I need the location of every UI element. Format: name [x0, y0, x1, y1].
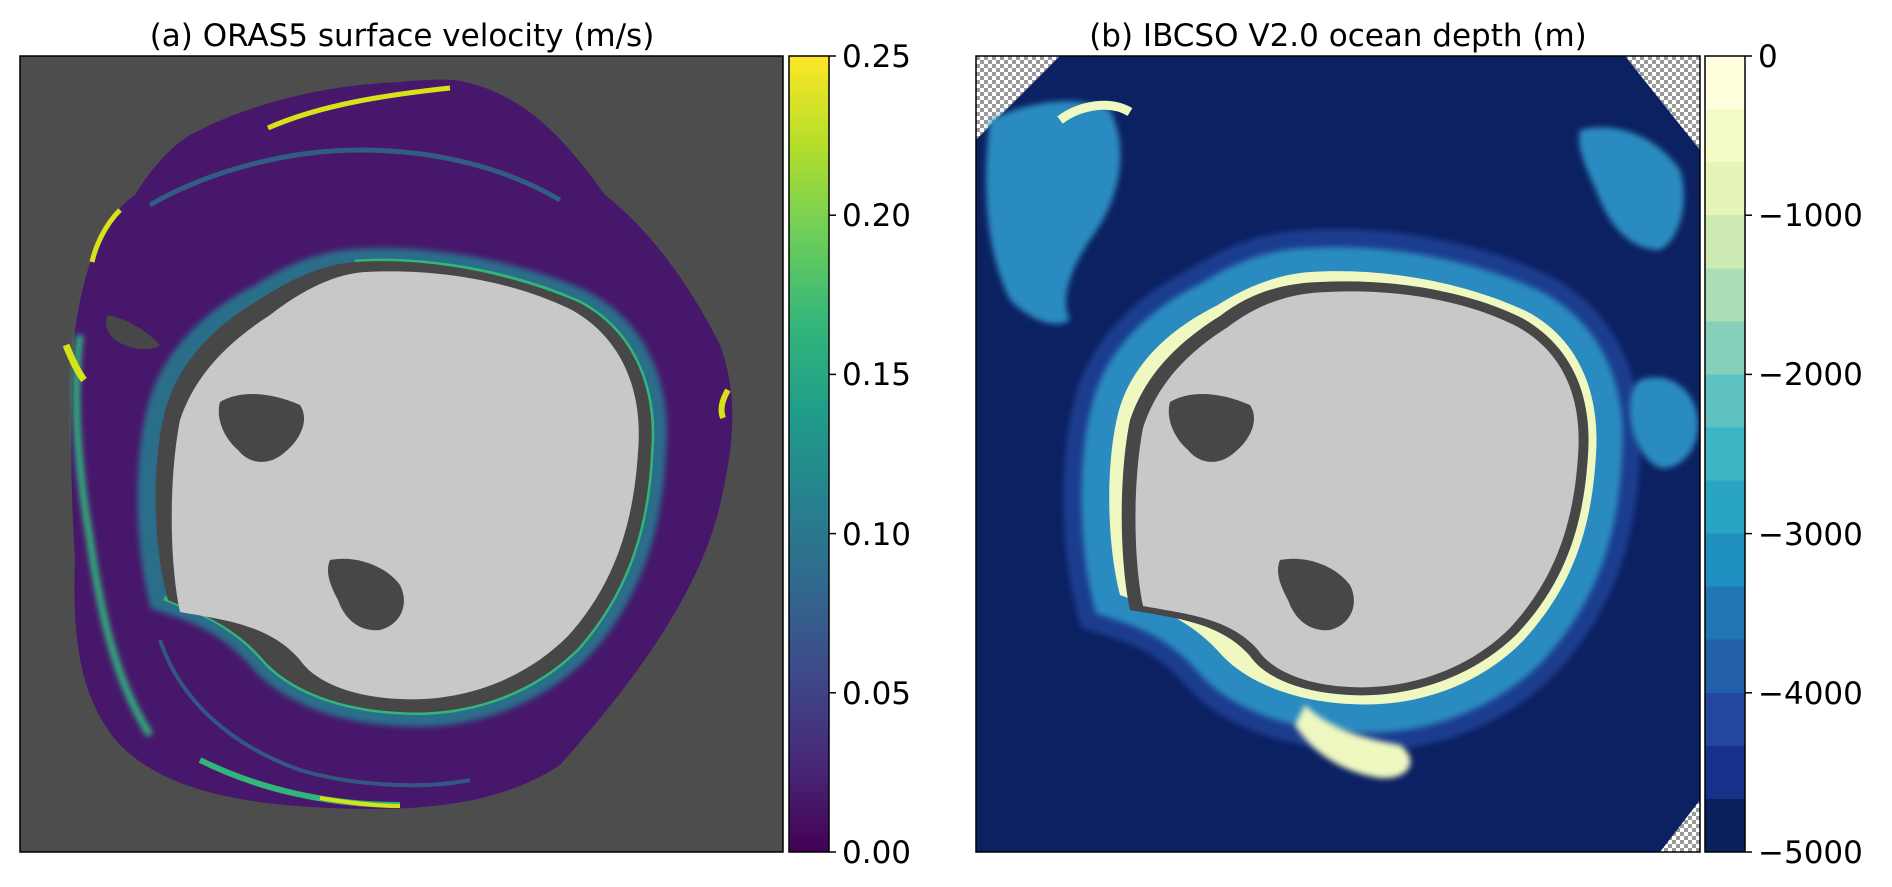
velocity-jet-north-fast — [266, 85, 451, 131]
depth-land — [1135, 291, 1579, 688]
depth-ronne-ice-shelf — [1277, 558, 1354, 631]
velocity-tick-label: 0.15 — [842, 357, 911, 393]
velocity-panel: (a) ORAS5 surface velocity (m/s) — [19, 18, 911, 871]
velocity-jet-east — [718, 388, 731, 420]
velocity-coastal-current — [137, 248, 667, 727]
velocity-ronne-ice-shelf — [327, 558, 404, 631]
velocity-jet-north — [148, 147, 562, 208]
velocity-colorbar-ticks: 0.25 0.20 0.15 0.10 0.05 0.00 — [829, 39, 911, 871]
velocity-ross-ice-shelf — [218, 394, 305, 462]
velocity-jet-south-fast — [319, 796, 401, 808]
depth-continental-slope — [1081, 247, 1623, 733]
depth-tick-label: −3000 — [1758, 517, 1863, 553]
depth-east-rise — [1630, 377, 1699, 469]
velocity-island — [106, 315, 160, 350]
depth-tick-label: −2000 — [1758, 357, 1863, 393]
velocity-jet-west — [72, 334, 153, 737]
velocity-tick-label: 0.05 — [842, 676, 911, 712]
velocity-tick-label: 0.20 — [842, 198, 911, 234]
velocity-tick-label: 0.00 — [842, 835, 911, 871]
depth-scotia-shallows — [1057, 100, 1133, 124]
velocity-eddy-band — [158, 639, 471, 788]
depth-kerguelen-plateau — [1579, 127, 1684, 250]
velocity-tick-label: 0.25 — [842, 39, 911, 75]
depth-colorbar: 0 −1000 −2000 −3000 −4000 −5000 — [1704, 39, 1863, 871]
velocity-jet-northwest — [89, 208, 122, 263]
depth-axes-frame — [975, 55, 1701, 853]
depth-panel: (b) IBCSO V2.0 ocean depth (m) — [975, 18, 1863, 871]
velocity-land — [171, 271, 639, 700]
velocity-colorbar: 0.25 0.20 0.15 0.10 0.05 0.00 — [788, 39, 911, 871]
depth-tick-label: −4000 — [1758, 676, 1863, 712]
velocity-map — [20, 56, 783, 852]
velocity-colorbar-fill — [788, 55, 830, 853]
depth-title: (b) IBCSO V2.0 ocean depth (m) — [1089, 18, 1587, 54]
velocity-title: (a) ORAS5 surface velocity (m/s) — [150, 18, 655, 54]
depth-weddell-shelf — [1295, 705, 1411, 779]
depth-colorbar-fill — [1704, 55, 1746, 853]
velocity-axes-frame — [19, 55, 784, 853]
depth-tick-label: −1000 — [1758, 198, 1863, 234]
depth-tick-label: 0 — [1758, 39, 1778, 75]
velocity-tick-label: 0.10 — [842, 517, 911, 553]
depth-colorbar-ticks: 0 −1000 −2000 −3000 −4000 −5000 — [1745, 39, 1863, 871]
depth-tick-label: −5000 — [1758, 835, 1863, 871]
depth-scotia-arc-ridge — [986, 101, 1121, 324]
depth-map — [976, 56, 1700, 852]
depth-ross-ice-shelf — [1168, 394, 1255, 462]
velocity-jet-west-fast — [62, 343, 87, 383]
